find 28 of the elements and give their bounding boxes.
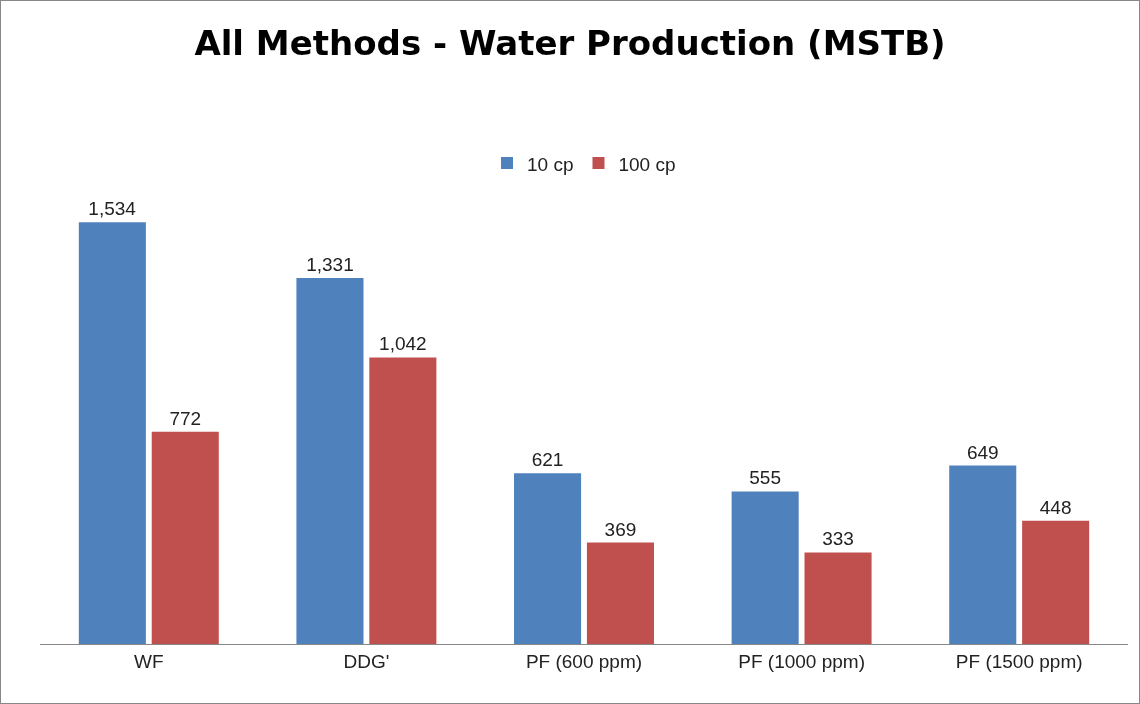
legend-label: 10 cp — [527, 153, 574, 175]
data-label: 448 — [1039, 496, 1072, 518]
data-label: 333 — [822, 528, 854, 550]
data-label: 772 — [169, 407, 202, 429]
x-tick-label: PF (1500 ppm) — [955, 650, 1083, 672]
bar — [78, 222, 146, 644]
bar — [731, 491, 799, 644]
legend-label: 100 cp — [618, 153, 676, 175]
x-tick-label: PF (600 ppm) — [525, 650, 643, 672]
bar — [514, 473, 582, 644]
bar — [804, 552, 872, 644]
bar — [1022, 520, 1090, 644]
bar — [296, 278, 364, 644]
data-label: 649 — [966, 441, 999, 463]
data-label: 1,042 — [379, 333, 427, 355]
bar — [369, 357, 437, 644]
bar — [586, 542, 654, 644]
x-tick-label: DDG' — [343, 650, 390, 672]
data-label: 621 — [531, 449, 564, 471]
x-tick-label: PF (1000 ppm) — [738, 650, 865, 672]
bar — [949, 465, 1017, 644]
data-label: 369 — [604, 518, 637, 540]
bar — [151, 431, 219, 644]
data-label: 1,331 — [306, 254, 354, 276]
data-label: 555 — [749, 467, 781, 489]
data-label: 1,534 — [88, 198, 137, 220]
chart-title: All Methods - Water Production (MSTB) — [194, 23, 946, 64]
x-tick-label: WF — [134, 650, 164, 672]
